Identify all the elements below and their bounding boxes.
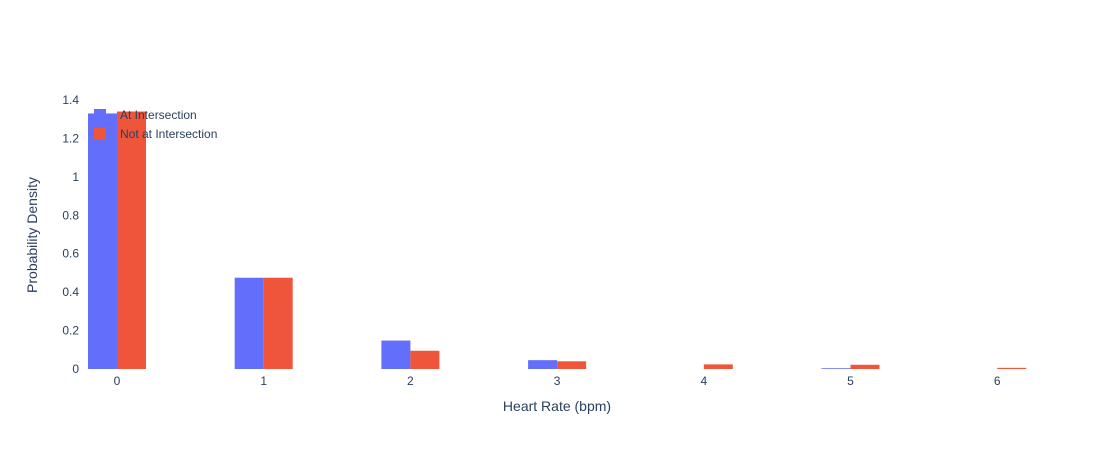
y-tick-label: 0.6 [62,247,79,261]
bar-at-intersection-2 [381,340,411,369]
bar-not-at-intersection-5 [850,364,880,369]
y-tick-label: 0 [72,362,79,376]
legend-label: Not at Intersection [120,127,217,141]
y-tick-label: 0.2 [62,324,79,338]
bar-not-at-intersection-0 [117,111,146,370]
y-axis-ticks: 0 0.2 0.4 0.6 0.8 1 1.2 1.4 [62,93,79,376]
x-tick-label: 4 [700,374,707,388]
y-tick-label: 0.4 [62,285,79,299]
y-axis-title: Probability Density [24,177,40,293]
y-tick-label: 0.8 [62,208,79,222]
x-tick-label: 5 [847,374,854,388]
legend-label: At Intersection [120,108,197,122]
y-tick-label: 1 [72,170,79,184]
bar-not-at-intersection-3 [557,361,587,369]
bar-not-at-intersection-2 [410,350,440,369]
legend: At Intersection Not at Intersection [94,108,217,141]
y-tick-label: 1.2 [62,131,79,145]
x-axis-ticks: 0 1 2 3 4 5 6 [114,374,1001,388]
bar-not-at-intersection-1 [263,277,293,369]
y-tick-label: 1.4 [62,93,79,107]
x-tick-label: 6 [994,374,1001,388]
bar-at-intersection-1 [234,277,264,369]
bar-not-at-intersection-4 [703,364,733,369]
x-tick-label: 2 [407,374,414,388]
x-tick-label: 0 [114,374,121,388]
bar-at-intersection-0 [88,113,117,369]
x-tick-label: 3 [554,374,561,388]
x-tick-label: 1 [260,374,267,388]
bars-layer [88,111,1027,370]
legend-swatch [94,128,106,140]
bar-at-intersection-5 [821,368,851,369]
bar-at-intersection-3 [528,360,558,369]
legend-swatch [94,109,106,121]
x-axis-title: Heart Rate (bpm) [503,398,611,414]
bar-not-at-intersection-6 [997,367,1027,369]
